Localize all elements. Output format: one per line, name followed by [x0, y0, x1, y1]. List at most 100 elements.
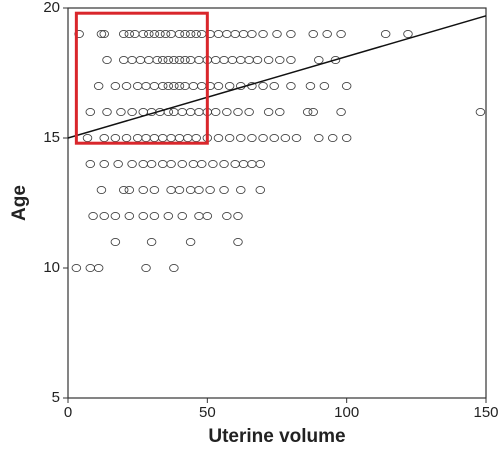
data-point [110, 237, 121, 247]
data-point [155, 29, 165, 39]
data-point [110, 211, 121, 221]
data-point [102, 55, 112, 65]
data-point [149, 81, 160, 91]
data-point [121, 81, 132, 91]
y-tick-label: 10 [43, 259, 60, 276]
data-point [197, 81, 207, 91]
data-point [130, 29, 140, 39]
data-point [255, 185, 266, 195]
data-point [96, 29, 107, 39]
data-point [174, 185, 185, 195]
data-point [341, 81, 352, 91]
data-point [197, 29, 207, 39]
data-point [286, 81, 296, 91]
data-point [269, 81, 279, 91]
data-point [475, 107, 486, 117]
data-point [85, 263, 96, 273]
data-point [169, 263, 179, 273]
data-point [188, 159, 199, 169]
data-point [222, 29, 232, 39]
data-point [144, 55, 154, 65]
data-point [258, 29, 268, 39]
data-point [174, 29, 185, 39]
data-point [149, 29, 160, 39]
data-point [247, 159, 257, 169]
data-point [124, 185, 135, 195]
data-point [255, 159, 266, 169]
y-tick-label: 15 [43, 129, 60, 146]
data-point [308, 107, 318, 117]
data-point [102, 107, 112, 117]
data-point [269, 133, 279, 143]
data-point [327, 133, 338, 143]
data-point [124, 211, 135, 221]
data-point [185, 185, 196, 195]
data-point [166, 29, 176, 39]
data-point [302, 107, 313, 117]
data-point [275, 107, 285, 117]
data-point [110, 81, 121, 91]
data-point [99, 159, 109, 169]
data-point [118, 55, 129, 65]
data-point [169, 81, 179, 91]
data-point [230, 29, 240, 39]
data-point [174, 55, 185, 65]
data-point [319, 81, 330, 91]
data-point [157, 159, 168, 169]
data-point [314, 133, 324, 143]
plot-frame [67, 7, 487, 399]
data-point [110, 133, 121, 143]
data-point [177, 159, 188, 169]
data-point [263, 55, 274, 65]
data-point [146, 237, 157, 247]
data-point [177, 211, 188, 221]
y-axis-label: Age [9, 185, 30, 221]
data-point [222, 107, 232, 117]
data-point [169, 107, 179, 117]
data-point [286, 55, 296, 65]
data-point [213, 29, 224, 39]
data-point [230, 159, 240, 169]
data-point [174, 133, 185, 143]
data-point [124, 29, 135, 39]
trend-line [67, 15, 487, 139]
data-point [163, 55, 174, 65]
data-point [127, 55, 137, 65]
data-point [213, 133, 224, 143]
data-point [166, 185, 176, 195]
data-point [191, 133, 201, 143]
data-point [85, 107, 96, 117]
data-point [202, 211, 213, 221]
data-point [157, 133, 168, 143]
data-point [132, 81, 143, 91]
data-point [93, 81, 104, 91]
data-point [180, 29, 190, 39]
data-point [132, 133, 143, 143]
data-point [166, 159, 176, 169]
data-point [272, 29, 282, 39]
data-point [247, 133, 257, 143]
data-point [138, 185, 148, 195]
data-point [194, 211, 204, 221]
data-point [258, 81, 268, 91]
data-point [88, 211, 98, 221]
data-point [118, 29, 129, 39]
data-point [141, 133, 151, 143]
data-point [141, 81, 151, 91]
x-tick-label: 0 [64, 404, 72, 421]
data-point [213, 81, 224, 91]
data-point [208, 159, 218, 169]
data-point [308, 29, 318, 39]
x-axis-label: Uterine volume [208, 426, 345, 447]
data-point [113, 159, 123, 169]
data-point [263, 107, 274, 117]
data-point [160, 29, 171, 39]
data-point [191, 29, 201, 39]
data-point [205, 185, 215, 195]
data-point [138, 29, 148, 39]
data-point [224, 133, 235, 143]
data-point [258, 133, 268, 143]
data-point [99, 133, 109, 143]
data-point [99, 211, 109, 221]
